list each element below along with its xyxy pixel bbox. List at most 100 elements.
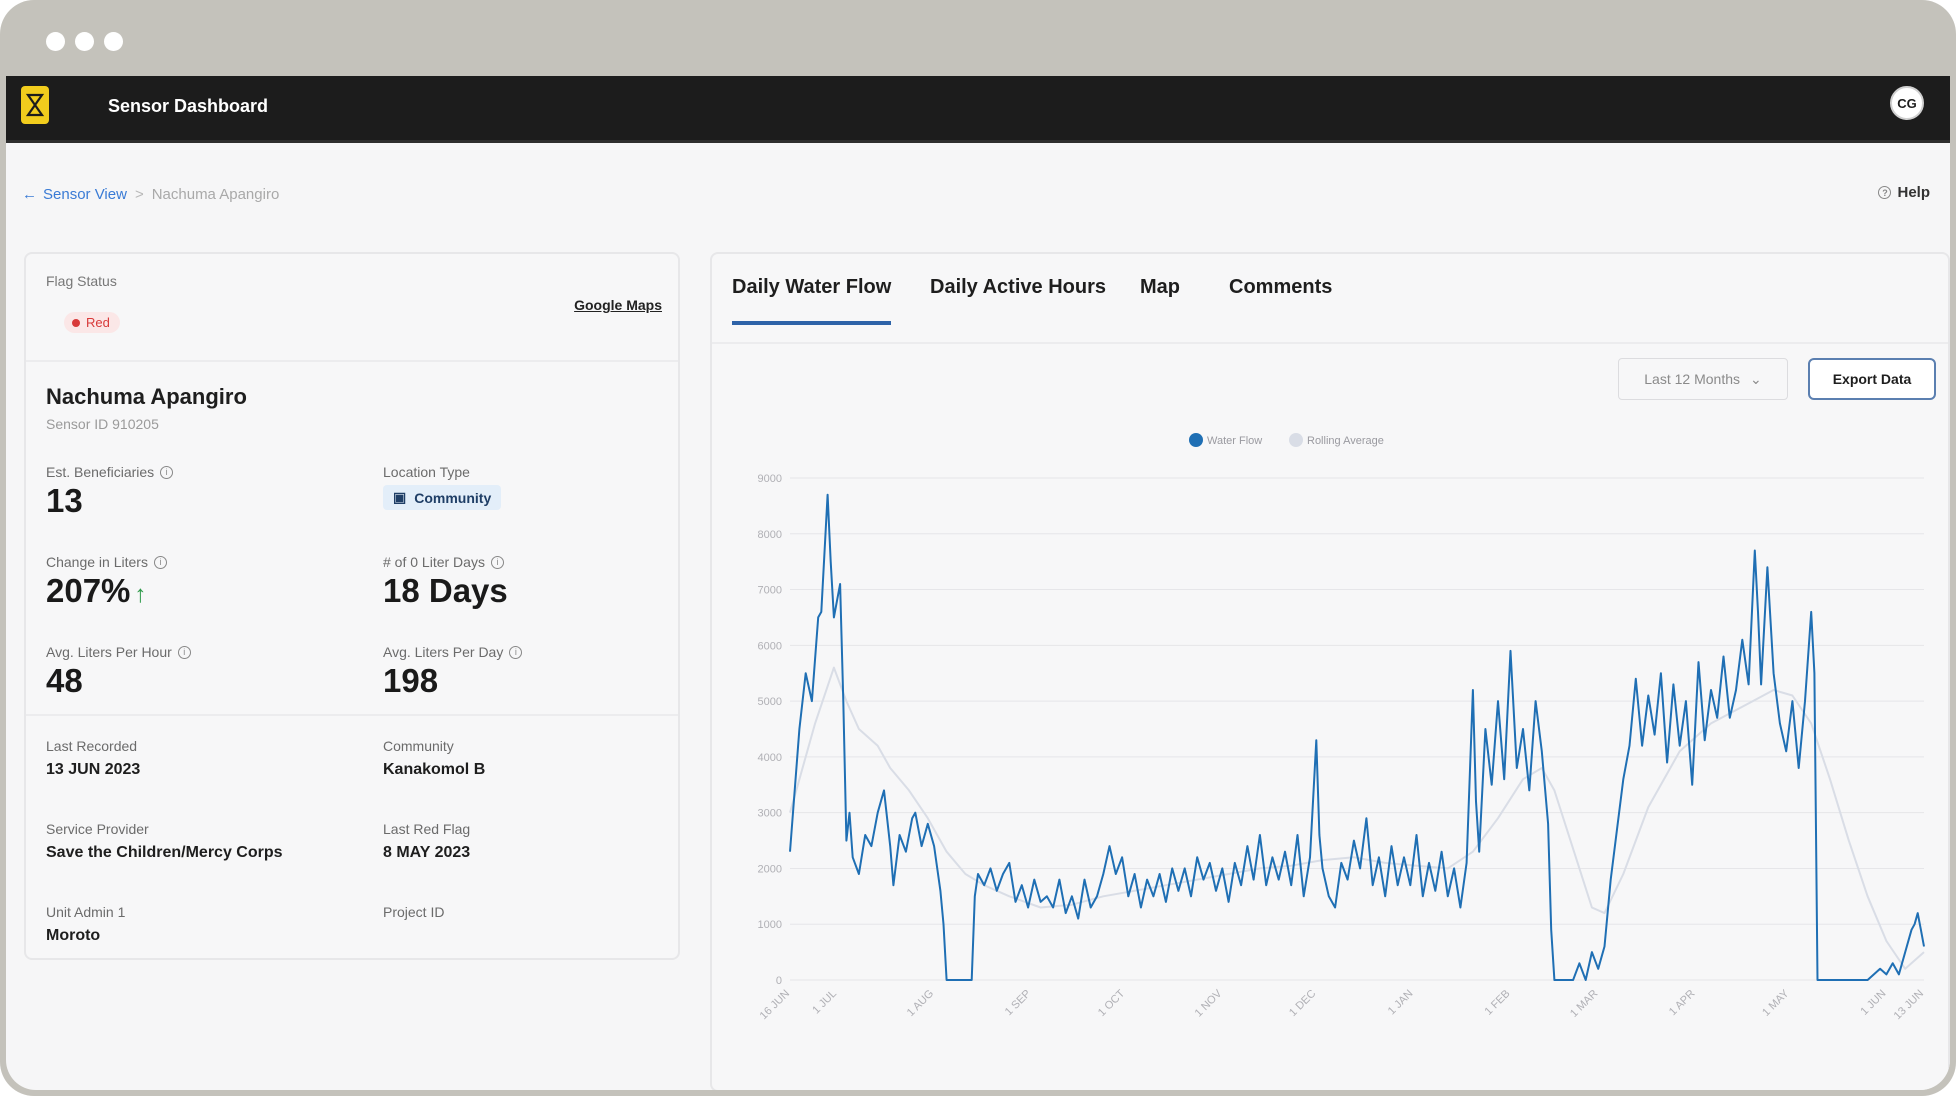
y-tick-label: 4000 <box>758 752 782 764</box>
help-link[interactable]: ? Help <box>1878 184 1930 201</box>
x-tick-label: 1 AUG <box>905 988 936 1019</box>
breadcrumb: ← Sensor View > Nachuma Apangiro <box>22 186 279 203</box>
meta-label: Service Provider <box>46 821 149 837</box>
meta-label: Last Recorded <box>46 738 138 754</box>
stat-zero-liter-days: # of 0 Liter Days i 18 Days <box>383 554 508 610</box>
meta-service-provider: Service Provider Save the Children/Mercy… <box>46 821 283 862</box>
section-divider <box>26 714 678 716</box>
meta-project-id: Project ID <box>383 904 444 927</box>
x-tick-label: 1 JUL <box>810 988 839 1017</box>
water-flow-chart: 0 1000 2000 3000 4000 5000 6000 7000 8000 9000 16 … <box>728 414 1938 1084</box>
flag-status-label: Flag Status <box>46 273 117 289</box>
legend-marker <box>1189 433 1203 447</box>
info-icon[interactable]: i <box>490 555 504 569</box>
chart-svg: 0 1000 2000 3000 4000 5000 6000 7000 8000 9000 16 … <box>758 433 1926 1022</box>
app-logo-icon[interactable] <box>21 86 49 124</box>
date-range-select[interactable]: Last 12 Months ⌄ <box>1618 358 1788 400</box>
tab-map[interactable]: Map <box>1140 276 1180 298</box>
sensor-name: Nachuma Apangiro <box>46 384 247 409</box>
x-tick-label: 1 OCT <box>1096 987 1128 1019</box>
meta-label: Unit Admin 1 <box>46 904 126 920</box>
user-avatar[interactable]: CG <box>1890 86 1924 120</box>
stat-label: Location Type <box>383 464 470 480</box>
arrow-up-icon: ↑ <box>134 581 147 608</box>
x-tick-label: 1 MAY <box>1760 987 1792 1019</box>
stat-label: Est. Beneficiaries <box>46 464 155 480</box>
breadcrumb-current: Nachuma Apangiro <box>151 186 280 203</box>
app-window: Sensor Dashboard CG ← Sensor View > Nach… <box>6 76 1950 1090</box>
stat-label: Avg. Liters Per Day <box>383 644 504 660</box>
info-icon[interactable]: i <box>177 645 191 659</box>
sensor-details-card: Flag Status Red Google Maps Nachuma Apan… <box>24 252 680 960</box>
export-data-button[interactable]: Export Data <box>1808 358 1936 400</box>
location-type-chip: ▣ Community <box>383 485 502 510</box>
sensor-id: Sensor ID 910205 <box>46 416 159 432</box>
meta-label: Project ID <box>383 904 445 920</box>
stat-location-type: Location Type ▣ Community <box>383 464 502 510</box>
tab-comments[interactable]: Comments <box>1229 276 1333 298</box>
tab-daily-active-hours[interactable]: Daily Active Hours <box>930 276 1106 298</box>
app-title: Sensor Dashboard <box>108 96 269 116</box>
meta-value: Kanakomol B <box>383 761 486 778</box>
x-tick-label: 1 FEB <box>1483 988 1513 1018</box>
location-type-value: Community <box>414 489 492 506</box>
y-tick-label: 0 <box>776 975 782 987</box>
meta-unit-admin: Unit Admin 1 Moroto <box>46 904 125 945</box>
chart-card: Daily Water Flow Daily Active Hours Map … <box>710 252 1950 1090</box>
flag-status-value: Red <box>86 315 110 330</box>
arrow-left-icon: ← <box>22 186 37 203</box>
meta-community: Community Kanakomol B <box>383 738 485 779</box>
breadcrumb-back-label: Sensor View <box>43 186 127 203</box>
legend-label: Water Flow <box>1207 435 1262 447</box>
meta-label: Community <box>383 738 454 754</box>
x-tick-label: 1 APR <box>1667 988 1698 1019</box>
y-tick-label: 8000 <box>758 529 782 541</box>
stat-value: 18 Days <box>383 572 508 609</box>
breadcrumb-separator: > <box>134 186 144 203</box>
x-tick-label: 1 DEC <box>1287 988 1318 1019</box>
help-icon: ? <box>1878 186 1892 199</box>
tab-daily-water-flow[interactable]: Daily Water Flow <box>732 276 892 325</box>
stat-change-in-liters: Change in Liters i 207% ↑ <box>46 554 167 610</box>
x-tick-label: 1 JUN <box>1858 988 1888 1018</box>
chart-tabs: Daily Water Flow Daily Active Hours Map … <box>712 254 1948 344</box>
help-label: Help <box>1897 184 1930 201</box>
water-flow-line <box>789 493 1925 981</box>
flag-status-section: Flag Status Red Google Maps <box>26 254 678 362</box>
legend-marker <box>1289 433 1303 447</box>
x-tick-label: 1 NOV <box>1193 987 1225 1019</box>
info-icon[interactable]: i <box>153 555 167 569</box>
window-dot[interactable] <box>75 32 94 51</box>
stat-avg-liters-hour: Avg. Liters Per Hour i 48 <box>46 644 191 700</box>
y-tick-label: 9000 <box>758 473 782 485</box>
window-dot[interactable] <box>104 32 123 51</box>
community-icon: ▣ <box>393 489 407 505</box>
breadcrumb-back-link[interactable]: ← Sensor View <box>22 186 127 203</box>
x-tick-label: 1 SEP <box>1003 988 1034 1019</box>
stat-label: Change in Liters <box>46 554 148 570</box>
window-controls[interactable] <box>46 32 123 51</box>
legend-label: Rolling Average <box>1307 435 1384 447</box>
info-icon[interactable]: i <box>509 645 523 659</box>
window-dot[interactable] <box>46 32 65 51</box>
x-tick-label: 1 JAN <box>1386 988 1416 1018</box>
rolling-average-line <box>789 666 1925 970</box>
google-maps-link[interactable]: Google Maps <box>574 297 662 313</box>
stat-value: 198 <box>383 662 439 699</box>
x-tick-label: 16 JUN <box>758 988 792 1022</box>
y-tick-label: 2000 <box>758 863 782 875</box>
y-tick-label: 5000 <box>758 696 782 708</box>
stat-value: 207% <box>46 572 131 609</box>
stat-value: 48 <box>46 662 83 699</box>
meta-last-red-flag: Last Red Flag 8 MAY 2023 <box>383 821 470 862</box>
meta-last-recorded: Last Recorded 13 JUN 2023 <box>46 738 140 779</box>
y-tick-label: 6000 <box>758 640 782 652</box>
meta-value: Moroto <box>46 927 101 944</box>
meta-label: Last Red Flag <box>383 821 471 837</box>
stat-beneficiaries: Est. Beneficiaries i 13 <box>46 464 174 520</box>
meta-value: Save the Children/Mercy Corps <box>46 844 283 861</box>
stat-value: 13 <box>46 482 83 519</box>
info-icon[interactable]: i <box>160 465 174 479</box>
flag-status-badge: Red <box>64 312 120 333</box>
